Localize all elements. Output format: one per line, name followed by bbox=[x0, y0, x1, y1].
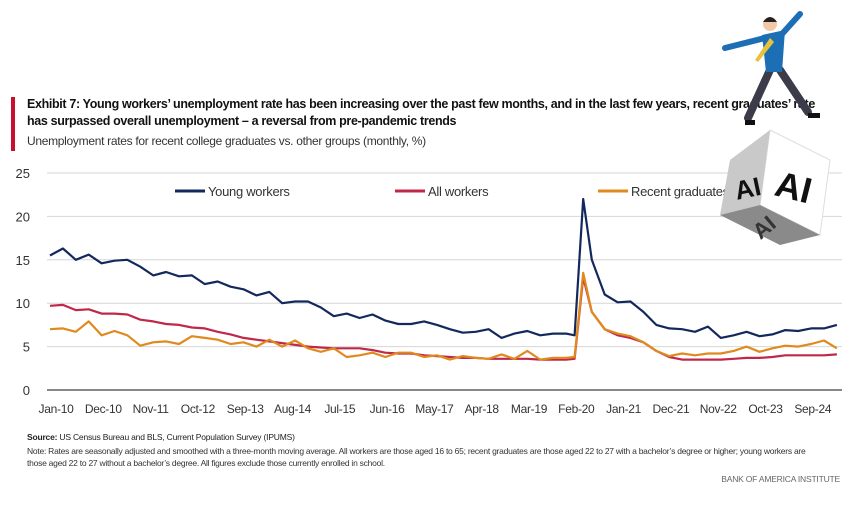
source-line: Source: US Census Bureau and BLS, Curren… bbox=[27, 432, 295, 442]
x-tick-label: Sep-13 bbox=[227, 402, 265, 416]
person-figure bbox=[722, 11, 820, 125]
x-tick-label: Jan-10 bbox=[39, 402, 75, 416]
y-tick-label: 25 bbox=[16, 166, 30, 181]
cube-face-left: AI bbox=[732, 171, 764, 206]
source-label: Source: bbox=[27, 432, 58, 442]
x-tick-label: Dec-10 bbox=[85, 402, 123, 416]
legend-label: All workers bbox=[428, 184, 489, 199]
x-tick-label: Feb-20 bbox=[558, 402, 595, 416]
legend-label: Recent graduates bbox=[631, 184, 730, 199]
x-tick-label: Jan-21 bbox=[606, 402, 642, 416]
brand-label: BANK OF AMERICA INSTITUTE bbox=[721, 474, 840, 484]
y-tick-label: 15 bbox=[16, 253, 30, 268]
y-tick-label: 0 bbox=[23, 383, 30, 398]
x-tick-label: Oct-12 bbox=[181, 402, 216, 416]
x-tick-label: Jul-15 bbox=[324, 402, 356, 416]
legend-label: Young workers bbox=[208, 184, 290, 199]
chart-note: Note: Rates are seasonally adjusted and … bbox=[27, 446, 806, 468]
source-text: US Census Bureau and BLS, Current Popula… bbox=[57, 432, 295, 442]
x-tick-label: Jun-16 bbox=[370, 402, 406, 416]
ai-cube: AI AI AI bbox=[720, 129, 831, 245]
x-tick-label: Mar-19 bbox=[511, 402, 548, 416]
x-tick-label: Oct-23 bbox=[748, 402, 783, 416]
title-accent-bar bbox=[11, 97, 15, 151]
series-line-all-workers bbox=[49, 276, 837, 361]
y-tick-label: 20 bbox=[16, 209, 30, 224]
ai-cube-illustration: AI AI AI bbox=[720, 11, 831, 245]
x-tick-label: Nov-11 bbox=[133, 402, 170, 416]
x-tick-label: May-17 bbox=[415, 402, 454, 416]
series-line-recent-graduates bbox=[49, 271, 838, 361]
x-tick-label: Sep-24 bbox=[794, 402, 832, 416]
x-tick-label: Nov-22 bbox=[700, 402, 738, 416]
chart-subtitle: Unemployment rates for recent college gr… bbox=[27, 134, 426, 148]
x-tick-label: Apr-18 bbox=[465, 402, 500, 416]
x-tick-label: Aug-14 bbox=[274, 402, 312, 416]
y-tick-label: 5 bbox=[23, 340, 30, 355]
series-line-young-workers bbox=[49, 197, 838, 339]
chart-title: Exhibit 7: Young workers’ unemployment r… bbox=[27, 97, 815, 128]
x-tick-label: Dec-21 bbox=[652, 402, 690, 416]
line-chart: 0 5 10 15 20 25 Jan-10 Dec-10 Nov-11 Oct-12 Sep-13… bbox=[16, 166, 842, 416]
y-tick-label: 10 bbox=[16, 296, 30, 311]
